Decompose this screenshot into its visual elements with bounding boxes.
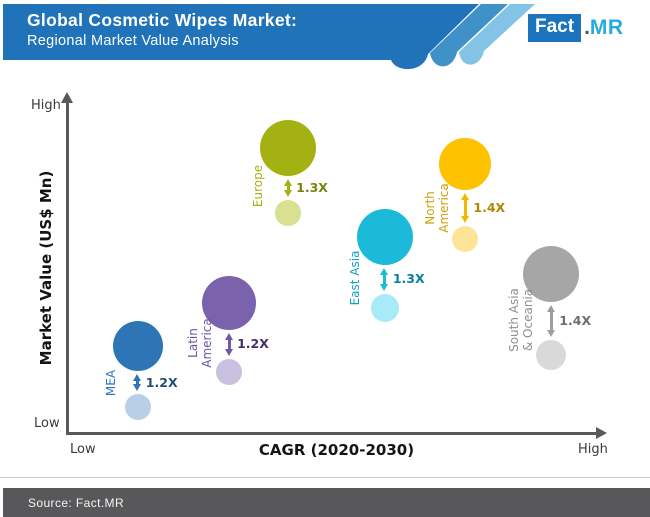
growth-arrow-south-asia-oceania <box>546 304 556 337</box>
growth-multiplier-mea: 1.2X <box>145 374 178 390</box>
growth-multiplier-north-america: 1.4X <box>473 200 506 216</box>
growth-arrow-shaft-mea <box>136 379 140 387</box>
y-axis-high-label: High <box>31 98 61 113</box>
bubble-mea-large <box>112 321 163 372</box>
growth-multiplier-east-asia: 1.3X <box>392 271 425 287</box>
bubble-north-america-small <box>452 226 479 253</box>
bubble-europe-small <box>275 200 302 227</box>
bubble-latin-america-small <box>216 358 243 385</box>
growth-arrow-europe <box>283 178 293 198</box>
page-title: Global Cosmetic Wipes Market: <box>27 10 298 30</box>
growth-arrow-east-asia <box>380 267 389 291</box>
x-axis-high-label: High <box>578 442 608 457</box>
bubble-north-america-large <box>439 138 492 191</box>
logo-fact-box: Fact <box>528 14 582 42</box>
source-note: Source: Fact.MR <box>28 495 125 510</box>
region-label-europe: Europe <box>251 165 266 208</box>
growth-multiplier-south-asia-oceania: 1.4X <box>559 312 592 328</box>
x-axis-title: CAGR (2020-2030) <box>258 441 415 459</box>
region-label-mea: MEA <box>103 369 118 396</box>
bubble-east-asia-small <box>370 293 399 322</box>
growth-multiplier-europe: 1.3X <box>296 179 328 195</box>
region-label-north-america: North America <box>423 183 452 233</box>
growth-arrow-latin-america <box>224 332 234 356</box>
x-axis-arrowhead-icon <box>596 427 607 439</box>
growth-arrow-shaft-north-america <box>463 198 467 219</box>
banner-stripe-light <box>459 4 535 65</box>
y-axis-line <box>66 100 69 434</box>
logo-dot: . <box>584 16 590 39</box>
factmr-logo: Fact . MR <box>528 14 624 42</box>
page-subtitle: Regional Market Value Analysis <box>27 33 239 49</box>
growth-arrow-shaft-europe <box>286 183 290 193</box>
growth-arrow-mea <box>133 374 142 391</box>
bubble-europe-large <box>260 119 317 176</box>
y-axis-title: Market Value (US$ Mn) <box>37 170 55 366</box>
banner-shape <box>3 4 479 70</box>
y-axis-low-label: Low <box>34 416 60 431</box>
region-label-east-asia: East Asia <box>347 250 362 306</box>
growth-arrow-north-america <box>460 193 470 224</box>
bubble-east-asia-large <box>356 208 413 265</box>
banner-stripe-mid <box>430 4 508 67</box>
bubble-latin-america-large <box>202 275 257 330</box>
footer-divider <box>0 477 650 478</box>
header-banner <box>3 4 535 70</box>
y-axis-arrowhead-icon <box>61 92 73 103</box>
x-axis-line <box>66 432 598 435</box>
bubble-south-asia-oceania-large <box>523 245 580 302</box>
growth-arrow-shaft-latin-america <box>227 337 231 351</box>
bubble-south-asia-oceania-small <box>536 339 567 370</box>
region-label-latin-america: Latin America <box>185 318 215 368</box>
growth-arrow-shaft-south-asia-oceania <box>549 309 553 332</box>
x-axis-low-label: Low <box>70 442 96 457</box>
bubble-mea-small <box>124 394 151 421</box>
growth-multiplier-latin-america: 1.2X <box>237 336 269 352</box>
growth-arrow-shaft-east-asia <box>383 272 387 286</box>
logo-mr: MR <box>589 16 624 39</box>
region-label-south-asia-oceania: South Asia & Oceania <box>507 288 536 353</box>
footer-bar: Source: Fact.MR <box>3 488 650 517</box>
title-block: Global Cosmetic Wipes Market: Regional M… <box>27 10 297 49</box>
